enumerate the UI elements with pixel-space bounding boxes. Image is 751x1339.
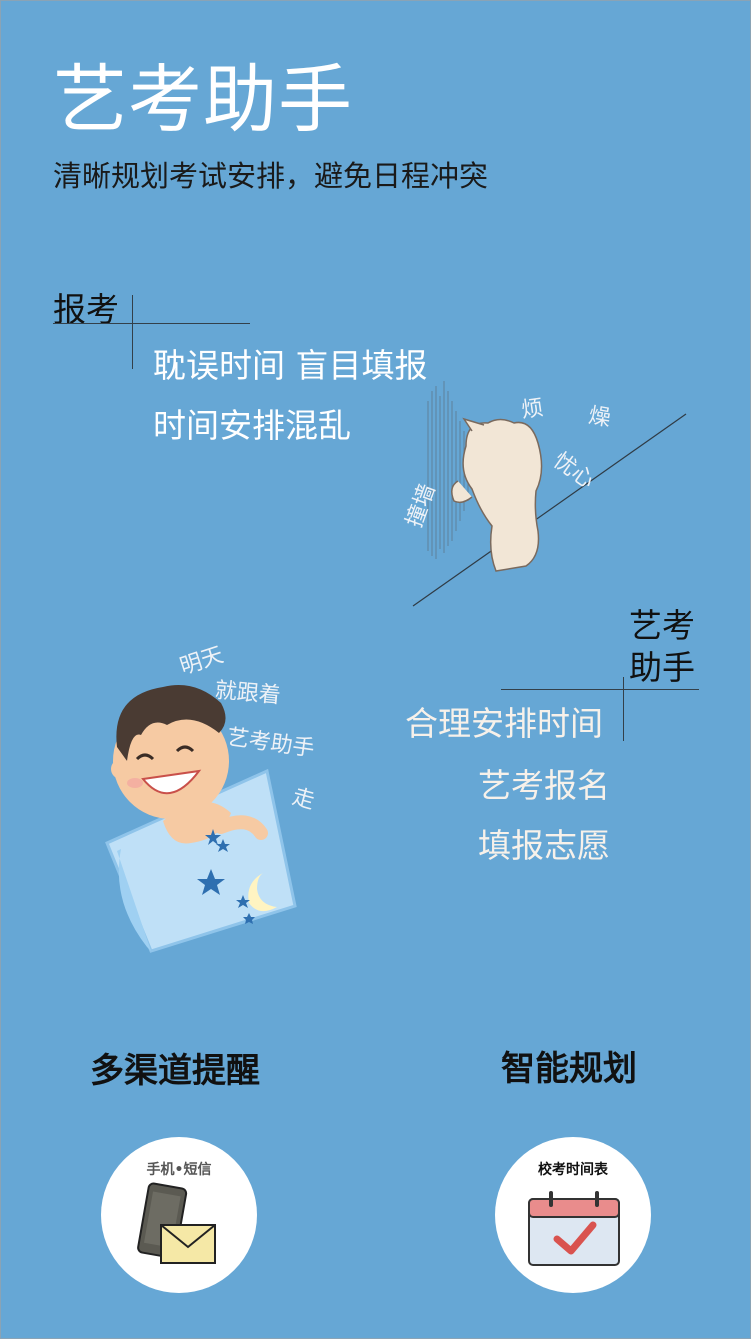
app-title: 艺考助手 [53,57,353,143]
benefit-line-2: 艺考报名 [478,766,610,805]
school-exam-schedule-badge[interactable]: 校考时间表 [495,1137,651,1293]
frustrated-cat-illustration [412,381,687,607]
solution-heading-line-1: 艺考 [629,606,695,645]
calendar-check-icon [528,1191,620,1266]
doodle-word-jiugenzhe: 就跟着 [213,678,282,709]
happy-boy-illustration [105,685,297,953]
solution-heading: 艺考 助手 [629,605,695,689]
badge-label-phone-sms: 手机•短信 [146,1162,212,1178]
feature-title-planning: 智能规划 [501,1049,637,1089]
solution-heading-line-2: 助手 [629,648,695,687]
phone-sms-icon [137,1182,216,1264]
benefit-line-1: 合理安排时间 [405,704,603,743]
problems-divider-vertical [132,295,133,369]
solution-divider-vertical [623,677,624,741]
problems-divider-horizontal [53,323,250,324]
problem-line-2: 时间安排混乱 [153,406,351,445]
feature-title-reminders: 多渠道提醒 [90,1051,260,1091]
app-subtitle: 清晰规划考试安排，避免日程冲突 [53,159,489,193]
doodle-word-fan: 烦 [519,395,545,424]
problem-line-1: 耽误时间 盲目填报 [153,346,428,385]
solution-divider-horizontal [501,689,699,690]
benefit-line-3: 填报志愿 [478,826,610,865]
badge-label-exam-schedule: 校考时间表 [538,1162,608,1178]
problems-heading: 报考 [53,290,119,329]
reminder-channels-badge[interactable]: 手机•短信 [101,1137,257,1293]
